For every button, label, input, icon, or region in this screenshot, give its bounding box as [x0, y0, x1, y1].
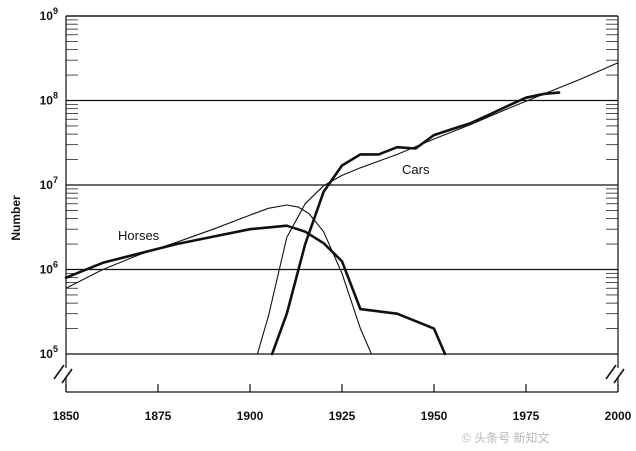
axis-break-gap-right [608, 368, 628, 378]
x-tick-label-1950: 1950 [421, 409, 448, 423]
horses-fit-line [65, 204, 372, 355]
axis-break-mark-right-a [605, 364, 617, 380]
series-lines [64, 62, 619, 356]
y-tick-label-base: 10 [40, 9, 54, 23]
cars-series-label: Cars [402, 162, 430, 177]
axis-break-mark-left-a [53, 364, 65, 380]
cars-fit-line [256, 62, 619, 355]
y-tick-label-exponent: 6 [53, 260, 58, 270]
x-tick-label-1975: 1975 [513, 409, 540, 423]
axis-break-mark-left-b [61, 368, 73, 384]
y-tick-label-base: 10 [40, 347, 54, 361]
x-tick-label-1850: 1850 [53, 409, 80, 423]
gridlines [66, 15, 618, 355]
y-tick-label-1: 106 [40, 260, 58, 277]
x-tick-label-1925: 1925 [329, 409, 356, 423]
x-tick-label-2000: 2000 [605, 409, 632, 423]
plot-frame [53, 15, 628, 393]
axis-break-mark-right-b [613, 368, 625, 384]
y-tick-label-base: 10 [40, 178, 54, 192]
y-tick-label-exponent: 5 [53, 344, 58, 354]
axis-break-gap-left [56, 368, 76, 378]
y-tick-label-exponent: 7 [53, 175, 58, 185]
y-tick-label-base: 10 [40, 263, 54, 277]
y-tick-label-exponent: 9 [53, 6, 58, 16]
minor-ticks [66, 19, 618, 329]
horses-data-line [64, 224, 447, 356]
x-tick-label-1875: 1875 [145, 409, 172, 423]
cars-data-line [270, 91, 561, 356]
tick-labels: 1850 1875 1900 1925 1950 1975 2000105106107108… [40, 6, 632, 423]
horses-series-label: Horses [118, 228, 160, 243]
y-tick-label-exponent: 8 [53, 91, 58, 101]
y-axis-label: Number [9, 195, 23, 241]
y-tick-label-2: 107 [40, 175, 58, 192]
y-tick-label-4: 109 [40, 6, 58, 23]
y-tick-label-base: 10 [40, 94, 54, 108]
y-tick-label-0: 105 [40, 344, 58, 361]
watermark: © 头条号 新知文 [462, 430, 550, 445]
x-tick-label-1900: 1900 [237, 409, 264, 423]
y-tick-label-3: 108 [40, 91, 58, 108]
